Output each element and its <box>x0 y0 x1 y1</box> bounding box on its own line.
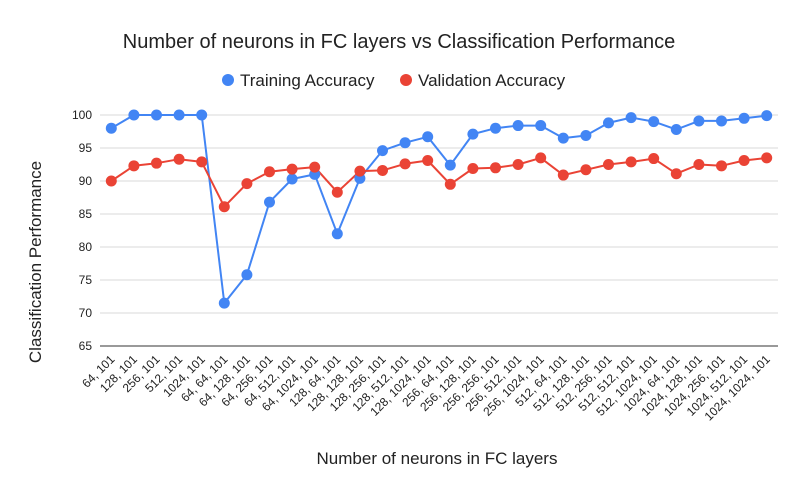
legend-marker-validation <box>400 74 412 86</box>
legend: Training Accuracy Validation Accuracy <box>222 71 566 90</box>
data-point-validation <box>625 156 637 168</box>
data-point-validation <box>535 152 547 164</box>
data-point-training <box>377 145 388 157</box>
data-point-training <box>738 112 750 124</box>
data-point-validation <box>738 155 750 167</box>
data-point-training <box>670 124 682 136</box>
y-tick-label: 75 <box>79 273 93 287</box>
data-point-training <box>151 109 162 121</box>
data-point-validation <box>580 164 592 176</box>
data-point-training <box>557 132 569 144</box>
data-point-validation <box>218 201 230 213</box>
data-point-validation <box>105 175 117 187</box>
data-point-training <box>128 109 140 121</box>
data-point-validation <box>716 160 727 172</box>
data-point-training <box>490 122 501 134</box>
series-points <box>105 109 773 309</box>
data-point-validation <box>557 169 569 181</box>
y-tick-label: 80 <box>79 240 93 254</box>
data-point-validation <box>399 158 411 170</box>
data-point-validation <box>151 157 162 169</box>
data-point-training <box>105 122 117 134</box>
data-point-training <box>399 137 411 149</box>
data-point-validation <box>444 178 456 190</box>
data-point-validation <box>603 159 614 170</box>
data-point-training <box>580 129 592 141</box>
data-point-validation <box>241 178 253 190</box>
data-point-training <box>761 110 773 122</box>
chart-title: Number of neurons in FC layers vs Classi… <box>123 31 675 53</box>
data-point-training <box>286 173 298 185</box>
y-tick-label: 95 <box>79 141 93 155</box>
data-point-validation <box>422 155 434 167</box>
data-point-validation <box>761 152 773 164</box>
legend-label-validation: Validation Accuracy <box>418 71 566 90</box>
y-tick-label: 65 <box>79 339 93 353</box>
data-point-training <box>716 115 727 127</box>
data-point-validation <box>467 162 479 174</box>
data-point-validation <box>196 156 208 168</box>
data-point-validation <box>512 159 524 170</box>
data-point-training <box>535 120 547 132</box>
data-point-training <box>625 112 637 124</box>
data-point-validation <box>128 160 140 172</box>
x-axis-label: Number of neurons in FC layers <box>317 449 558 468</box>
data-point-training <box>241 269 253 281</box>
data-point-training <box>444 159 456 171</box>
y-tick-label: 70 <box>79 306 93 320</box>
data-point-training <box>512 120 524 132</box>
data-point-training <box>648 116 660 128</box>
data-point-training <box>264 196 275 208</box>
data-point-validation <box>693 159 705 170</box>
data-point-validation <box>309 161 321 173</box>
data-point-validation <box>173 153 185 165</box>
data-point-validation <box>670 168 682 180</box>
y-axis-label: Classification Performance <box>26 161 45 363</box>
y-axis-ticks: 65 70 75 80 85 90 95 100 <box>72 108 92 353</box>
data-point-training <box>467 128 479 140</box>
y-tick-label: 90 <box>79 174 93 188</box>
data-point-validation <box>331 186 343 198</box>
series-line-training <box>110 114 767 305</box>
data-point-validation <box>490 162 501 174</box>
legend-marker-training <box>222 74 234 86</box>
data-point-validation <box>377 164 388 176</box>
data-point-validation <box>648 153 660 165</box>
data-point-training <box>196 109 208 121</box>
data-point-training <box>173 109 185 121</box>
data-point-training <box>218 297 230 309</box>
data-point-validation <box>286 163 298 175</box>
y-tick-label: 100 <box>72 108 92 122</box>
data-point-training <box>331 228 343 240</box>
data-point-validation <box>354 165 366 177</box>
y-tick-label: 85 <box>79 207 93 221</box>
data-point-validation <box>264 166 275 178</box>
legend-label-training: Training Accuracy <box>240 71 375 90</box>
data-point-training <box>422 131 434 143</box>
data-point-training <box>603 117 614 129</box>
data-point-training <box>693 115 705 127</box>
series-lines <box>110 114 767 305</box>
